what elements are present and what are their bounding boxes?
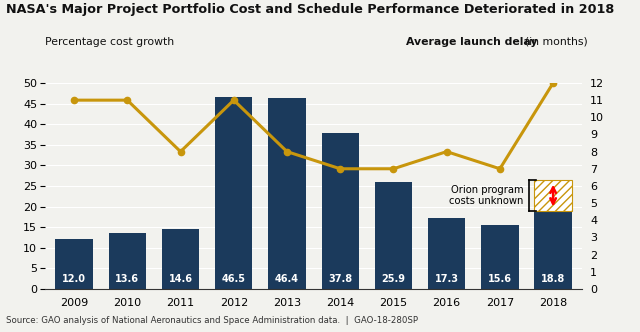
Bar: [321, 133, 359, 289]
Text: 46.5: 46.5: [221, 274, 246, 284]
Text: 12.0: 12.0: [62, 274, 86, 284]
Text: 17.3: 17.3: [435, 274, 459, 284]
Text: 37.8: 37.8: [328, 274, 352, 284]
Text: 46.4: 46.4: [275, 274, 299, 284]
Bar: [428, 217, 465, 289]
Bar: [375, 182, 412, 289]
Text: 18.8: 18.8: [541, 274, 565, 284]
Text: Percentage cost growth: Percentage cost growth: [45, 37, 174, 46]
Text: (in months): (in months): [525, 37, 588, 46]
Bar: [162, 229, 199, 289]
Bar: [215, 97, 252, 289]
Bar: [109, 233, 146, 289]
Text: 25.9: 25.9: [381, 274, 406, 284]
Bar: [481, 225, 518, 289]
Text: 13.6: 13.6: [115, 274, 140, 284]
Text: Orion program
costs unknown: Orion program costs unknown: [449, 185, 524, 207]
Bar: [534, 180, 572, 211]
Bar: [534, 211, 572, 289]
Text: NASA's Major Project Portfolio Cost and Schedule Performance Deteriorated in 201: NASA's Major Project Portfolio Cost and …: [6, 3, 614, 16]
Bar: [56, 239, 93, 289]
Text: 15.6: 15.6: [488, 274, 512, 284]
Text: Source: GAO analysis of National Aeronautics and Space Administration data.  |  : Source: GAO analysis of National Aeronau…: [6, 316, 419, 325]
Text: 14.6: 14.6: [168, 274, 193, 284]
Bar: [268, 98, 306, 289]
Text: Average launch delay: Average launch delay: [406, 37, 538, 46]
